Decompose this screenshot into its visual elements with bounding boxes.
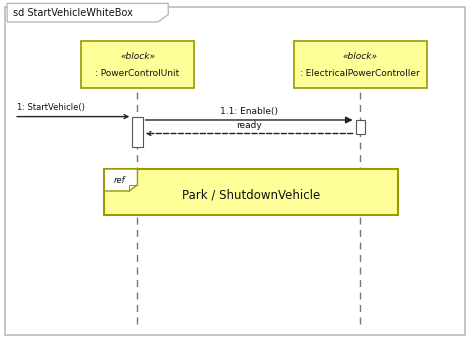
Text: 1: StartVehicle(): 1: StartVehicle() [17, 103, 84, 112]
Bar [294, 41, 427, 88]
Text: : ElectricalPowerController: : ElectricalPowerController [301, 69, 420, 78]
Text: «block»: «block» [120, 52, 155, 61]
Bar [132, 117, 143, 147]
Text: ready: ready [236, 121, 262, 130]
Text: 1.1: Enable(): 1.1: Enable() [220, 107, 278, 116]
Text: «block»: «block» [343, 52, 378, 61]
Text: : PowerControlUnit: : PowerControlUnit [95, 69, 180, 78]
Polygon shape [104, 169, 137, 191]
Text: Park / ShutdownVehicle: Park / ShutdownVehicle [182, 189, 320, 202]
Bar [104, 169, 398, 215]
Polygon shape [7, 3, 168, 22]
Bar [356, 120, 365, 134]
Text: ref: ref [114, 176, 125, 185]
Text: sd StartVehicleWhiteBox: sd StartVehicleWhiteBox [13, 8, 133, 18]
Bar [81, 41, 194, 88]
